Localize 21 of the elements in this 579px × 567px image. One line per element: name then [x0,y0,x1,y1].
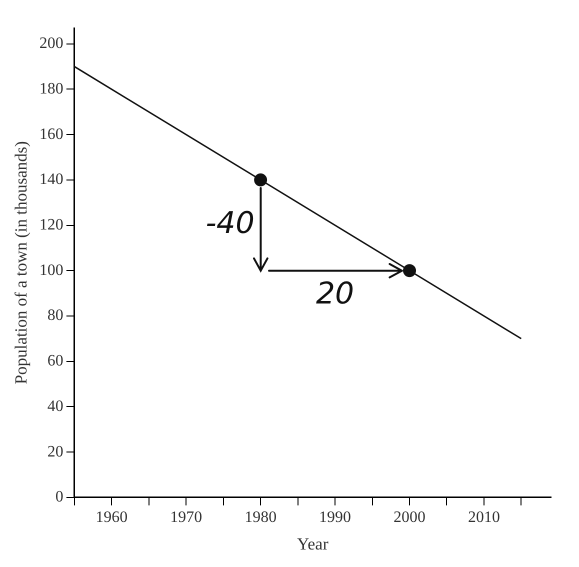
annotation: 20 [316,276,354,312]
x-tick-label: 1990 [319,509,352,526]
y-tick-label: 20 [47,443,64,460]
y-tick-label: 80 [47,307,64,324]
y-tick-label: 180 [39,80,64,98]
x-tick-label: 1980 [244,509,277,526]
y-tick-label: 140 [39,171,64,188]
y-tick-label: 160 [39,126,64,143]
x-tick-label: 2000 [394,509,426,526]
x-tick-label: 2010 [468,509,500,526]
y-axis-title: Population of a town (in thousands) [12,141,31,384]
y-tick-label: 40 [47,398,64,415]
x-axis-title: Year [297,534,329,554]
y-tick-label: 0 [55,488,64,506]
x-tick-label: 1960 [96,509,128,526]
y-tick-label: 60 [47,352,64,370]
x-tick-label: 1970 [170,509,202,526]
y-tick-label: 120 [39,216,64,234]
annotation: -40 [206,206,255,242]
y-tick-label: 100 [39,262,64,279]
y-tick-label: 200 [39,35,64,52]
